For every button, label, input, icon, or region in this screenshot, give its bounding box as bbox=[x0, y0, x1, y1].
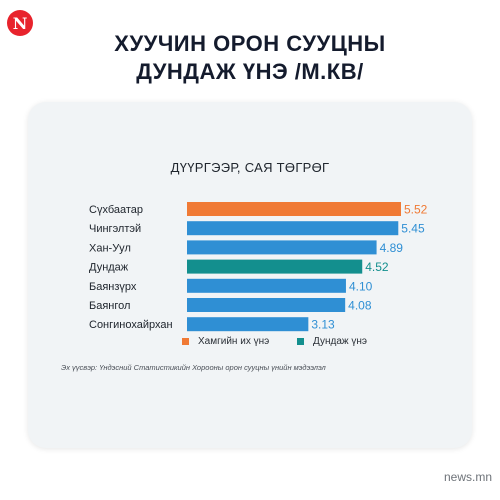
page-title-line-2: ДУНДАЖ ҮНЭ /М.КВ/ bbox=[136, 59, 364, 84]
page-title: ХУУЧИН ОРОН СУУЦНЫ ДУНДАЖ ҮНЭ /М.КВ/ bbox=[0, 30, 500, 86]
value-label: 4.08 bbox=[348, 299, 372, 313]
source-note: Эх үүсвэр: Үндэсний Статистикийн Хорооны… bbox=[61, 363, 326, 372]
category-label: Баянгол bbox=[89, 300, 130, 312]
category-label: Баянзүрх bbox=[89, 281, 137, 293]
category-label: Дундаж bbox=[89, 262, 129, 274]
bar bbox=[187, 202, 401, 216]
legend-item-average: Дундаж үнэ bbox=[297, 336, 367, 347]
value-label: 3.13 bbox=[311, 318, 335, 332]
category-label: Чингэлтэй bbox=[89, 223, 141, 235]
chart-title: ДҮҮРГЭЭР, САЯ ТӨГРӨГ bbox=[170, 160, 330, 175]
legend-swatch-max bbox=[182, 338, 189, 345]
legend-label-max: Хамгийн их үнэ bbox=[198, 336, 270, 347]
value-label: 5.52 bbox=[404, 203, 428, 217]
chart-card bbox=[28, 102, 472, 448]
news-logo[interactable]: N bbox=[7, 10, 33, 36]
bar bbox=[187, 298, 346, 312]
page-title-line-1: ХУУЧИН ОРОН СУУЦНЫ bbox=[114, 31, 386, 56]
bar bbox=[187, 221, 399, 236]
legend-item-max: Хамгийн их үнэ bbox=[182, 336, 269, 347]
category-label: Хан-Уул bbox=[89, 242, 131, 254]
value-label: 5.45 bbox=[401, 222, 425, 236]
value-label: 4.10 bbox=[349, 279, 373, 293]
bar bbox=[187, 278, 346, 293]
legend-label-average: Дундаж үнэ bbox=[313, 336, 368, 347]
value-label: 4.52 bbox=[365, 260, 389, 274]
value-label: 4.89 bbox=[380, 241, 404, 255]
brand-watermark[interactable]: news.mn bbox=[443, 470, 492, 484]
legend-swatch-average bbox=[297, 338, 304, 345]
bar bbox=[187, 240, 377, 255]
bar bbox=[187, 317, 309, 332]
category-label: Сонгинохайрхан bbox=[89, 319, 173, 331]
bar bbox=[187, 259, 363, 274]
category-label: Сүхбаатар bbox=[89, 204, 143, 216]
